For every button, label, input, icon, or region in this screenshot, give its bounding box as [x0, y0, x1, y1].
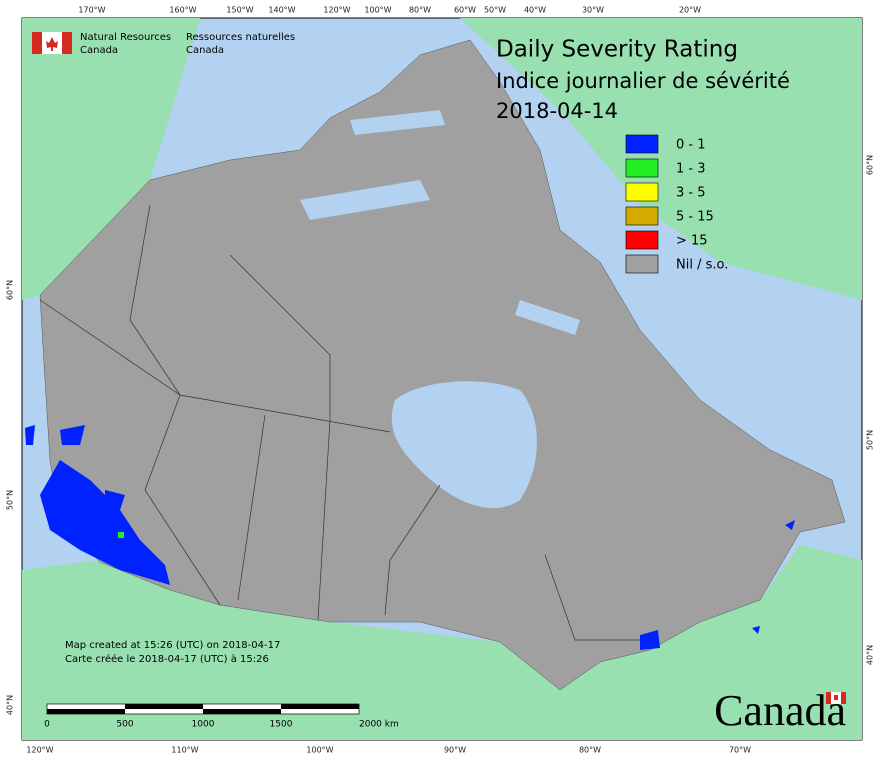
legend-label: > 15 — [676, 234, 708, 249]
legend-label: 3 - 5 — [676, 186, 706, 201]
title: Daily Severity Rating — [496, 37, 738, 63]
canada — [39, 39, 846, 691]
agency-en: Natural Resources — [80, 32, 171, 43]
scale-bar — [46, 703, 360, 715]
scale-label: 0 — [44, 720, 50, 730]
graticule-label: 60°N — [6, 280, 15, 300]
graticule-label: 170°W — [78, 6, 105, 15]
hudson-bay — [391, 381, 537, 509]
agency-en: Canada — [80, 45, 118, 56]
graticule-label: 160°W — [169, 6, 196, 15]
graticule-label: 90°W — [444, 746, 466, 755]
graticule-label: 140°W — [268, 6, 295, 15]
graticule-label: 20°W — [679, 6, 701, 15]
greenland — [460, 18, 862, 300]
scale-label: 2000 km — [359, 720, 399, 730]
graticule-label: 30°W — [582, 6, 604, 15]
graticule-label: 120°W — [323, 6, 350, 15]
legend-swatch — [625, 182, 659, 202]
graticule-label: 150°W — [226, 6, 253, 15]
legend-swatch — [625, 134, 659, 154]
legend-label: 1 - 3 — [676, 162, 706, 177]
dsr-0-1-areas — [25, 425, 795, 650]
wordmark: Canada — [714, 686, 846, 735]
subtitle: Indice journalier de sévérité — [496, 69, 790, 93]
graticule-label: 40°N — [866, 645, 875, 665]
note: Carte créée le 2018-04-17 (UTC) à 15:26 — [65, 653, 269, 665]
channels — [300, 110, 580, 335]
flag — [32, 32, 72, 54]
scale-label: 500 — [116, 720, 133, 730]
legend-label: 0 - 1 — [676, 138, 706, 153]
date: 2018-04-14 — [496, 99, 618, 123]
graticule-label: 40°N — [6, 695, 15, 715]
legend-swatch — [625, 254, 659, 274]
legend-swatch — [625, 206, 659, 226]
graticule-label: 40°W — [524, 6, 546, 15]
note: Map created at 15:26 (UTC) on 2018-04-17 — [65, 640, 280, 651]
scale-label: 1500 — [270, 720, 293, 730]
legend-label: Nil / s.o. — [676, 258, 728, 273]
graticule-label: 60°N — [866, 155, 875, 175]
legend-swatch — [625, 230, 659, 250]
graticule-label: 50°N — [6, 490, 15, 510]
graticule-label: 50°W — [484, 6, 506, 15]
graticule-label: 60°W — [454, 6, 476, 15]
graticule-label: 50°N — [866, 430, 875, 450]
agency-fr: Ressources naturelles — [186, 32, 295, 43]
dsr-1-3-area — [118, 532, 124, 538]
alaska — [22, 18, 200, 300]
graticule-label: 80°W — [409, 6, 431, 15]
wordmark-flag — [826, 692, 846, 704]
legend-swatch — [625, 158, 659, 178]
graticule-label: 80°W — [579, 746, 601, 755]
graticule-label: 110°W — [171, 746, 198, 755]
legend-label: 5 - 15 — [676, 210, 714, 225]
scale-label: 1000 — [192, 720, 215, 730]
graticule-label: 70°W — [729, 746, 751, 755]
agency-fr: Canada — [186, 45, 224, 56]
graticule-label: 100°W — [364, 6, 391, 15]
graticule-label: 120°W — [26, 746, 53, 755]
graticule-label: 100°W — [306, 746, 333, 755]
borders — [39, 204, 640, 641]
usa — [22, 545, 862, 740]
